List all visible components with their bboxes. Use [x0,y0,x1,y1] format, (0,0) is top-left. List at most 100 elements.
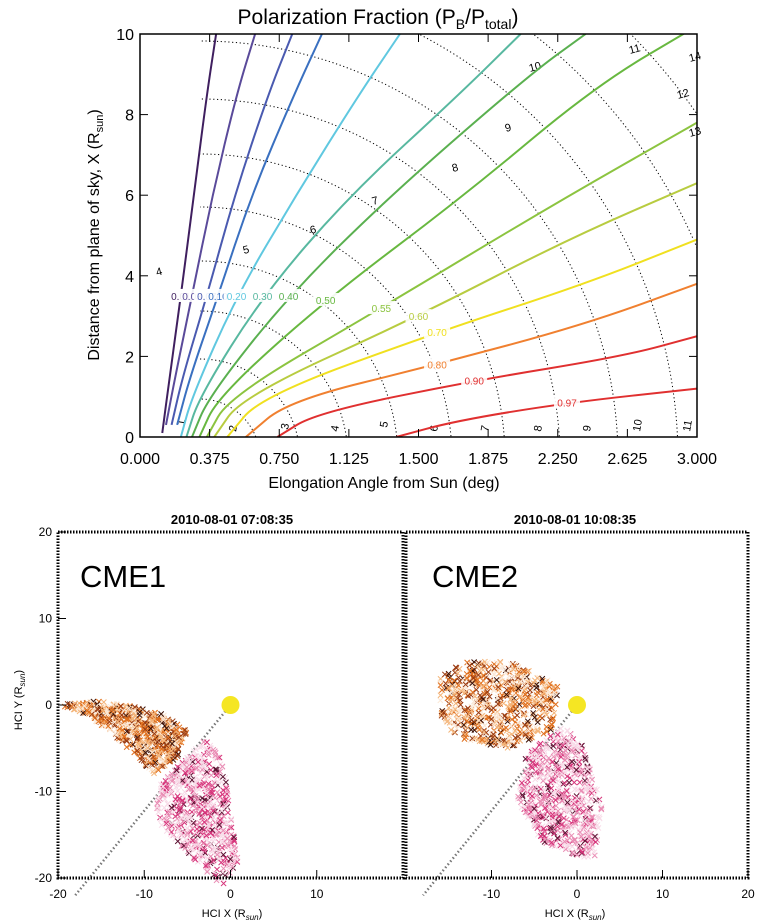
data-point [583,755,590,762]
y-tick-label: 10 [39,612,53,626]
data-point [455,708,462,715]
contour-label: 0.90 [461,373,488,388]
data-point [505,734,512,741]
data-point [93,718,100,725]
data-point [105,723,112,730]
data-point [185,778,192,785]
arc-label: 12 [676,87,691,102]
data-point [189,766,196,773]
data-point [498,730,505,736]
data-point [130,707,137,714]
data-point [195,759,202,765]
sun-marker [568,696,586,714]
data-point [568,824,575,831]
data-point [143,730,150,737]
data-point [521,677,528,684]
data-point [564,727,571,734]
data-point [225,842,232,849]
data-point [572,751,579,758]
data-point [547,716,554,723]
data-point [533,684,540,691]
data-point [535,728,542,735]
data-point [496,670,503,677]
data-point [507,696,514,703]
data-point [124,737,130,744]
data-point [465,662,472,669]
data-point [204,867,211,874]
x-tick-label: -20 [49,887,67,901]
data-point [498,718,505,725]
data-point [592,839,599,846]
data-point [180,792,187,799]
data-point [177,830,184,837]
data-point [525,755,532,762]
data-point [531,786,538,792]
data-point [503,724,510,731]
data-point [212,752,219,759]
data-point [526,698,533,704]
polarization-chart: Polarization Fraction (PB/Ptotal) 4 5 6 7 8 9… [86,6,717,492]
data-point [543,697,550,703]
data-point [555,749,562,756]
data-point [542,804,549,811]
data-point [183,836,190,843]
data-point [213,829,220,836]
data-point [201,819,208,826]
data-point [145,746,152,753]
data-point [123,728,130,735]
data-point [143,709,150,716]
data-point [493,676,500,683]
arc-label: 13 [688,125,703,140]
data-point [444,718,451,725]
data-point [596,814,602,821]
data-point [197,758,204,765]
data-point [560,742,567,749]
data-point [464,705,471,712]
data-point [475,724,482,731]
contour-value: 0.50 [316,296,336,307]
data-point [568,765,575,772]
data-point [567,731,574,738]
data-point [536,713,543,720]
data-point [199,754,206,761]
data-point [531,821,538,828]
data-point [525,771,532,778]
data-point [540,825,547,832]
elongation-arc [199,206,452,437]
contour-line [191,34,587,437]
data-point [218,833,225,840]
y-tick-label: 6 [125,188,134,205]
data-point [142,719,148,726]
data-point [472,735,478,742]
data-point [569,849,576,856]
data-point [535,810,542,817]
x-axis-label: Elongation Angle from Sun (deg) [268,475,499,492]
data-point [544,696,551,703]
data-point [594,786,600,793]
data-point [176,734,182,741]
data-point [526,805,533,812]
data-point [490,705,497,712]
data-point [206,800,213,807]
data-point [117,703,124,710]
data-point [185,760,192,767]
data-point [469,667,476,674]
data-point [564,773,571,780]
x-tick-label: 0.000 [120,451,160,468]
data-point [210,814,217,821]
data-point [514,672,521,679]
data-point [196,810,203,817]
data-point [136,740,143,747]
data-point [179,797,186,804]
data-point [549,716,556,723]
data-point [596,815,603,822]
sun-marker [221,696,240,714]
data-point [205,749,212,756]
data-point [578,771,585,778]
data-point [174,776,181,783]
data-point [545,819,552,826]
data-point [502,670,509,677]
data-point [576,844,583,851]
data-point [504,718,511,725]
